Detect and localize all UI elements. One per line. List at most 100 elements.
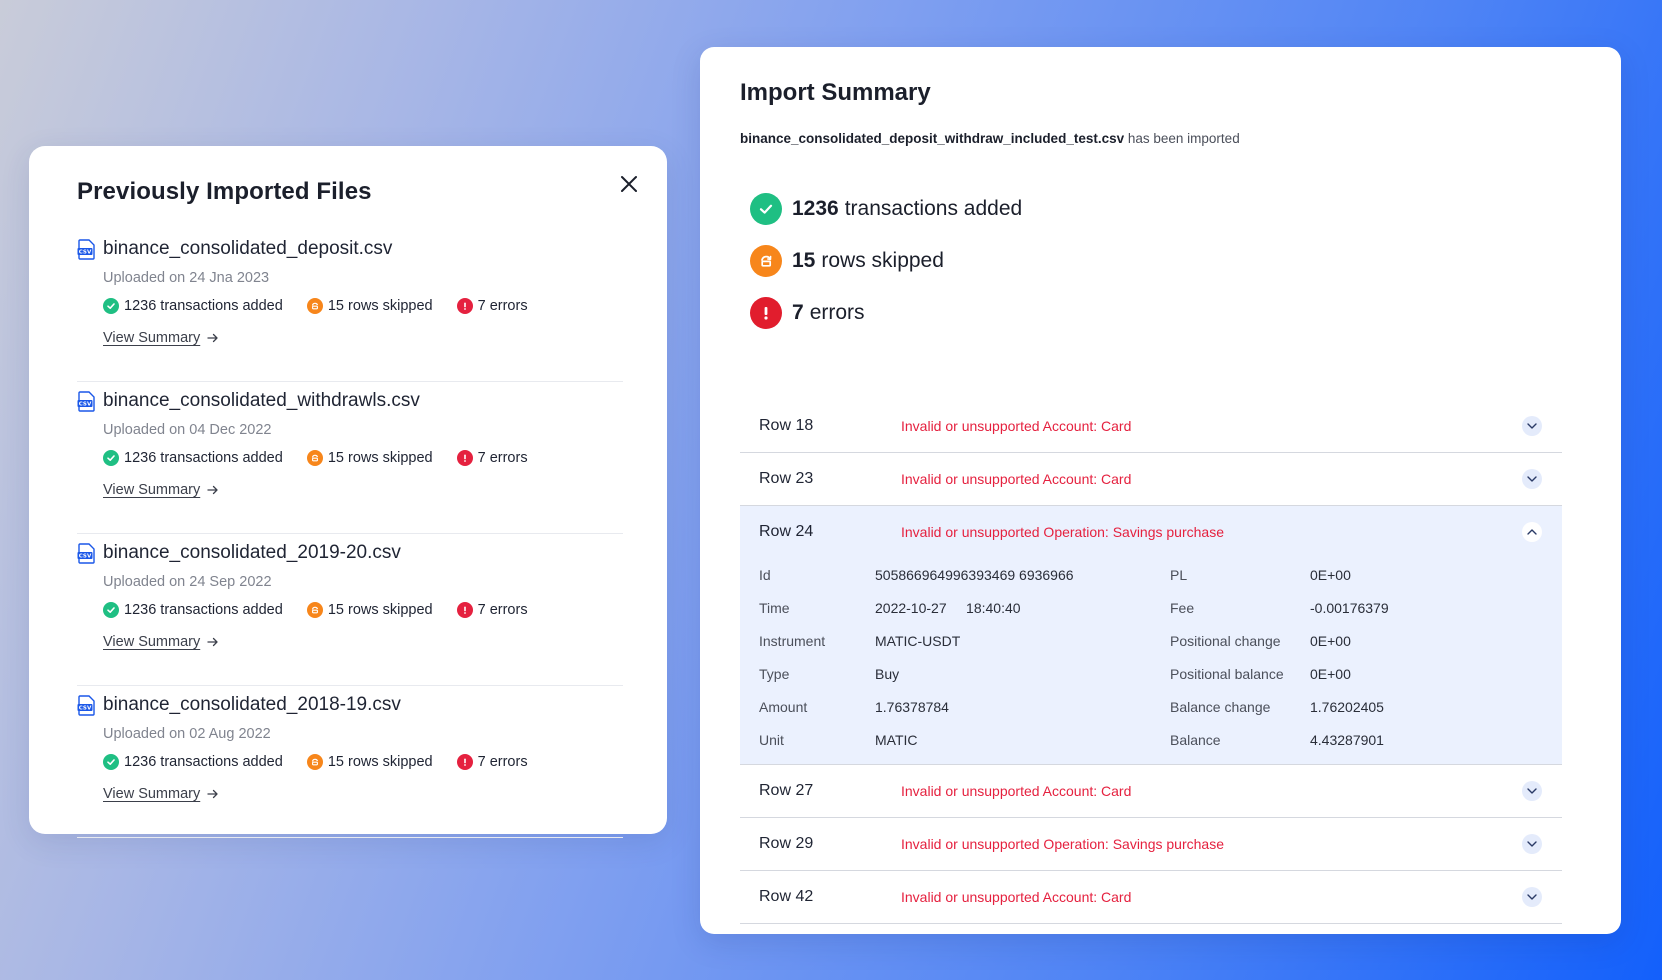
errors-label: errors xyxy=(809,301,865,324)
summary-errors: 7 errors xyxy=(750,297,1022,329)
error-circle-icon xyxy=(750,297,782,329)
detail-key: Unit xyxy=(759,731,784,748)
file-item: CSV binance_consolidated_2018-19.csv Upl… xyxy=(77,686,623,838)
file-name: binance_consolidated_deposit.csv xyxy=(103,238,393,259)
added-label: transactions added xyxy=(844,197,1023,220)
detail-key: Id xyxy=(759,566,771,583)
detail-key: Balance change xyxy=(1170,698,1271,715)
file-stats: 1236 transactions added 15 rows skipped … xyxy=(103,450,552,466)
check-circle-icon xyxy=(103,754,119,770)
details-right-column: PL 0E+00 Fee -0.00176379 Positional change… xyxy=(1170,558,1389,756)
detail-line: Instrument MATIC-USDT xyxy=(759,624,1074,657)
row-number: Row 18 xyxy=(759,417,814,434)
error-circle-icon xyxy=(456,602,473,618)
detail-line: PL 0E+00 xyxy=(1170,558,1389,591)
check-circle-icon xyxy=(103,602,119,618)
chevron-down-icon[interactable] xyxy=(1522,416,1542,436)
view-summary-link[interactable]: View Summary xyxy=(103,330,219,346)
stat-errors-label: 7 errors xyxy=(477,754,528,770)
close-icon xyxy=(620,175,638,193)
arrow-right-icon xyxy=(207,333,219,343)
error-row: Row 23 Invalid or unsupported Account: C… xyxy=(740,453,1562,506)
row-number: Row 42 xyxy=(759,888,814,905)
detail-line: Fee -0.00176379 xyxy=(1170,591,1389,624)
file-item: CSV binance_consolidated_deposit.csv Upl… xyxy=(77,230,623,382)
csv-file-icon: CSV xyxy=(77,542,96,564)
row-error-message: Invalid or unsupported Operation: Saving… xyxy=(901,836,1224,852)
row-error-message: Invalid or unsupported Account: Card xyxy=(901,889,1132,905)
skip-circle-icon xyxy=(750,245,782,277)
error-circle-icon xyxy=(456,754,473,770)
detail-value: MATIC-USDT xyxy=(875,632,961,649)
summary-added: 1236 transactions added xyxy=(750,193,1022,225)
error-row-header[interactable]: Row 18 Invalid or unsupported Account: C… xyxy=(740,400,1562,452)
chevron-down-icon[interactable] xyxy=(1522,469,1542,489)
detail-key: Fee xyxy=(1170,599,1195,616)
file-item: CSV binance_consolidated_withdrawls.csv … xyxy=(77,382,623,534)
imported-suffix: has been imported xyxy=(1127,131,1240,146)
error-row-header[interactable]: Row 24 Invalid or unsupported Operation:… xyxy=(740,506,1562,558)
stat-errors-label: 7 errors xyxy=(477,450,528,466)
chevron-up-icon[interactable] xyxy=(1522,522,1542,542)
file-head: CSV binance_consolidated_withdrawls.csv xyxy=(77,390,420,412)
import-summary-panel: Import Summary binance_consolidated_depo… xyxy=(700,47,1621,934)
row-number: Row 24 xyxy=(759,523,814,540)
stat-added-label: 1236 transactions added xyxy=(124,298,283,314)
stat-skipped-label: 15 rows skipped xyxy=(327,754,433,770)
stat-errors-label: 7 errors xyxy=(477,602,528,618)
detail-line: Id 505866964996393469 6936966 xyxy=(759,558,1074,591)
detail-key: Time xyxy=(759,599,790,616)
panel-title: Import Summary xyxy=(740,79,931,106)
skip-circle-icon xyxy=(306,450,323,466)
error-row-header[interactable]: Row 27 Invalid or unsupported Account: C… xyxy=(740,765,1562,817)
upload-date: Uploaded on 04 Dec 2022 xyxy=(103,422,272,438)
check-circle-icon xyxy=(103,450,119,466)
error-row-header[interactable]: Row 42 Invalid or unsupported Account: C… xyxy=(740,871,1562,923)
error-row-expanded: Row 24 Invalid or unsupported Operation:… xyxy=(740,506,1562,765)
detail-value: 4.43287901 xyxy=(1310,731,1384,748)
file-name: binance_consolidated_withdrawls.csv xyxy=(103,390,420,411)
error-rows: Row 18 Invalid or unsupported Account: C… xyxy=(740,400,1562,924)
csv-file-icon: CSV xyxy=(77,238,96,260)
view-summary-link[interactable]: View Summary xyxy=(103,482,219,498)
chevron-down-icon[interactable] xyxy=(1522,887,1542,907)
error-row: Row 29 Invalid or unsupported Operation:… xyxy=(740,818,1562,871)
row-error-message: Invalid or unsupported Account: Card xyxy=(901,471,1132,487)
view-summary-label: View Summary xyxy=(103,634,201,650)
detail-line: Type Buy xyxy=(759,657,1074,690)
detail-value: 0E+00 xyxy=(1310,566,1351,583)
upload-date: Uploaded on 24 Jna 2023 xyxy=(103,270,270,286)
detail-line: Amount 1.76378784 xyxy=(759,690,1074,723)
skip-circle-icon xyxy=(306,754,323,770)
summary-stats: 1236 transactions added 15 rows skipped … xyxy=(750,193,1022,349)
skip-circle-icon xyxy=(306,602,323,618)
stat-added-label: 1236 transactions added xyxy=(124,602,283,618)
error-row-header[interactable]: Row 29 Invalid or unsupported Operation:… xyxy=(740,818,1562,870)
detail-key: Type xyxy=(759,665,790,682)
detail-value: 0E+00 xyxy=(1310,665,1351,682)
view-summary-label: View Summary xyxy=(103,786,201,802)
view-summary-link[interactable]: View Summary xyxy=(103,786,219,802)
file-head: CSV binance_consolidated_2019-20.csv xyxy=(77,542,401,564)
stat-errors: 7 errors xyxy=(456,602,528,618)
file-item: CSV binance_consolidated_2019-20.csv Upl… xyxy=(77,534,623,686)
previously-imported-files-panel: Previously Imported Files CSV binance_co… xyxy=(29,146,667,838)
view-summary-link[interactable]: View Summary xyxy=(103,634,219,650)
detail-value: Buy xyxy=(875,665,900,682)
file-name: binance_consolidated_2019-20.csv xyxy=(103,542,401,563)
row-error-message: Invalid or unsupported Account: Card xyxy=(901,783,1132,799)
check-circle-icon xyxy=(750,193,782,225)
imported-file-name: binance_consolidated_deposit_withdraw_in… xyxy=(740,131,1125,146)
row-error-message: Invalid or unsupported Operation: Saving… xyxy=(901,524,1224,540)
file-stats: 1236 transactions added 15 rows skipped … xyxy=(103,298,552,314)
skipped-label: rows skipped xyxy=(821,249,944,272)
detail-key: Positional balance xyxy=(1170,665,1284,682)
chevron-down-icon[interactable] xyxy=(1522,834,1542,854)
error-row-header[interactable]: Row 23 Invalid or unsupported Account: C… xyxy=(740,453,1562,505)
row-number: Row 27 xyxy=(759,782,814,799)
chevron-down-icon[interactable] xyxy=(1522,781,1542,801)
stat-skipped-label: 15 rows skipped xyxy=(327,450,433,466)
close-button[interactable] xyxy=(615,170,643,198)
stat-skipped: 15 rows skipped xyxy=(306,298,433,314)
stat-added-label: 1236 transactions added xyxy=(124,754,283,770)
